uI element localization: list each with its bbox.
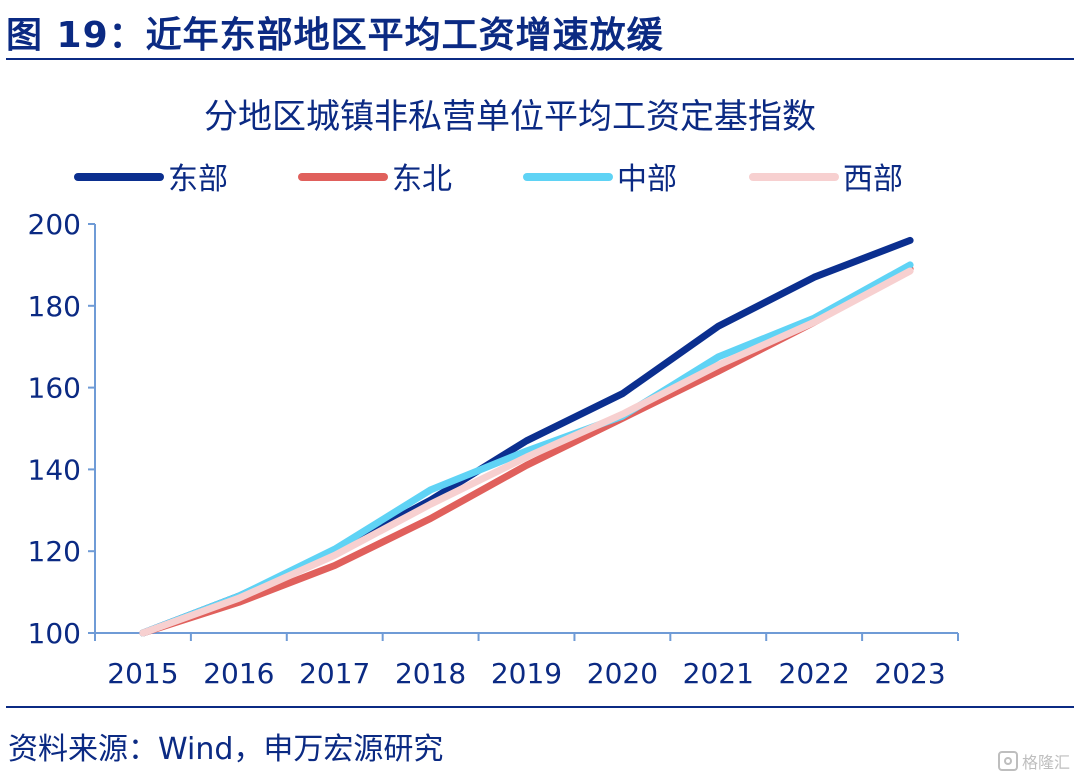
x-tick-label: 2021	[683, 657, 754, 690]
x-tick-label: 2023	[874, 657, 945, 690]
x-tick-label: 2019	[491, 657, 562, 690]
x-tick-label: 2018	[395, 657, 466, 690]
watermark: 格隆汇	[997, 749, 1070, 773]
x-tick-label: 2015	[107, 657, 178, 690]
series-line-1	[139, 236, 914, 637]
series-line-4	[139, 267, 914, 637]
x-tick-label: 2016	[203, 657, 274, 690]
x-tick-label: 2020	[587, 657, 658, 690]
header-divider	[6, 58, 1074, 60]
line-chart: 分地区城镇非私营单位平均工资定基指数 东部 东北 中部 西部 100 120 140 160…	[28, 97, 959, 690]
watermark-text: 格隆汇	[1021, 753, 1070, 772]
figure-header: 图 19：近年东部地区平均工资增速放缓	[0, 0, 1080, 62]
y-tick-label: 140	[28, 453, 81, 486]
chart-legend: 东部 东北 中部 西部	[74, 162, 903, 197]
series-line-3	[139, 261, 914, 637]
y-tick-label: 200	[28, 208, 81, 241]
watermark-logo-icon	[997, 751, 1018, 771]
chart-axes: 100 120 140 160 180 200 2015 2016 2017 2018 2019 20…	[28, 208, 959, 690]
legend-label-2: 东北	[392, 162, 452, 197]
chart-title: 分地区城镇非私营单位平均工资定基指数	[204, 97, 816, 137]
chart-series	[139, 236, 914, 637]
legend-label-4: 西部	[843, 162, 903, 197]
legend-label-1: 东部	[168, 162, 228, 197]
footer-divider	[6, 706, 1074, 708]
y-tick-label: 180	[28, 290, 81, 323]
legend-label-3: 中部	[617, 162, 677, 197]
y-tick-label: 100	[28, 617, 81, 650]
source-note: 资料来源：Wind，申万宏源研究	[8, 732, 444, 767]
y-tick-label: 160	[28, 372, 81, 405]
x-tick-label: 2017	[299, 657, 370, 690]
y-tick-label: 120	[28, 535, 81, 568]
x-tick-label: 2022	[779, 657, 850, 690]
figure-title: 图 19：近年东部地区平均工资增速放缓	[6, 15, 664, 56]
